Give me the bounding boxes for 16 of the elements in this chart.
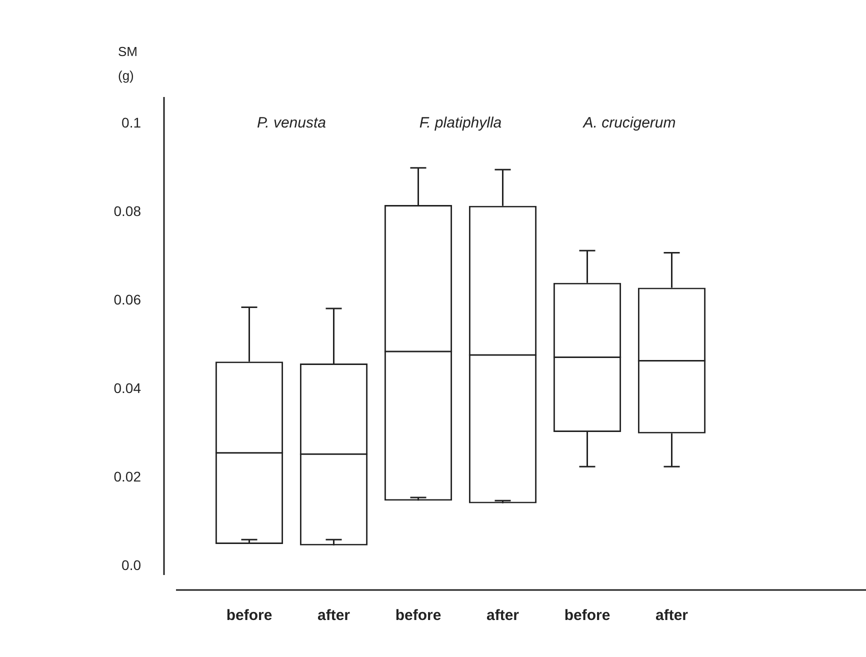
x-tick-label: after: [317, 607, 350, 624]
x-tick-label: before: [226, 607, 272, 624]
y-axis-title: SM (g): [118, 43, 138, 85]
x-tick-label: after: [655, 607, 688, 624]
y-tick-label: 0.0: [122, 557, 142, 574]
annotation: F. platiphylla: [419, 114, 502, 132]
annotation: P. venusta: [257, 114, 326, 132]
y-tick-label: 0.08: [114, 202, 142, 219]
x-tick-label: before: [395, 607, 442, 624]
y-tick-label: 0.1: [122, 114, 142, 130]
annotation: A. crucigerum: [582, 114, 676, 132]
y-tick-label: 0.02: [114, 468, 142, 484]
x-tick-label: after: [486, 607, 520, 624]
y-tick-label: 0.06: [114, 291, 142, 308]
x-tick-label: before: [564, 607, 610, 624]
y-tick-label: 0.04: [114, 380, 142, 396]
